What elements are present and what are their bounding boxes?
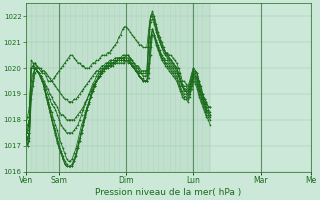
X-axis label: Pression niveau de la mer( hPa ): Pression niveau de la mer( hPa ) bbox=[95, 188, 241, 197]
